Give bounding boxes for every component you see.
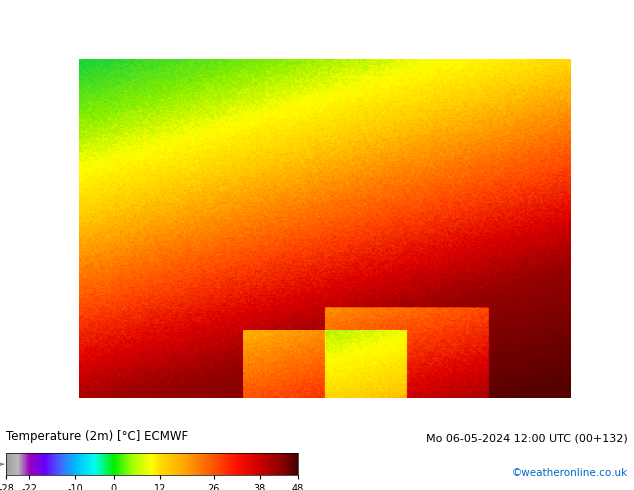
Text: Temperature (2m) [°C] ECMWF: Temperature (2m) [°C] ECMWF — [6, 430, 188, 443]
Text: Mo 06-05-2024 12:00 UTC (00+132): Mo 06-05-2024 12:00 UTC (00+132) — [426, 434, 628, 443]
Text: ©weatheronline.co.uk: ©weatheronline.co.uk — [512, 468, 628, 478]
